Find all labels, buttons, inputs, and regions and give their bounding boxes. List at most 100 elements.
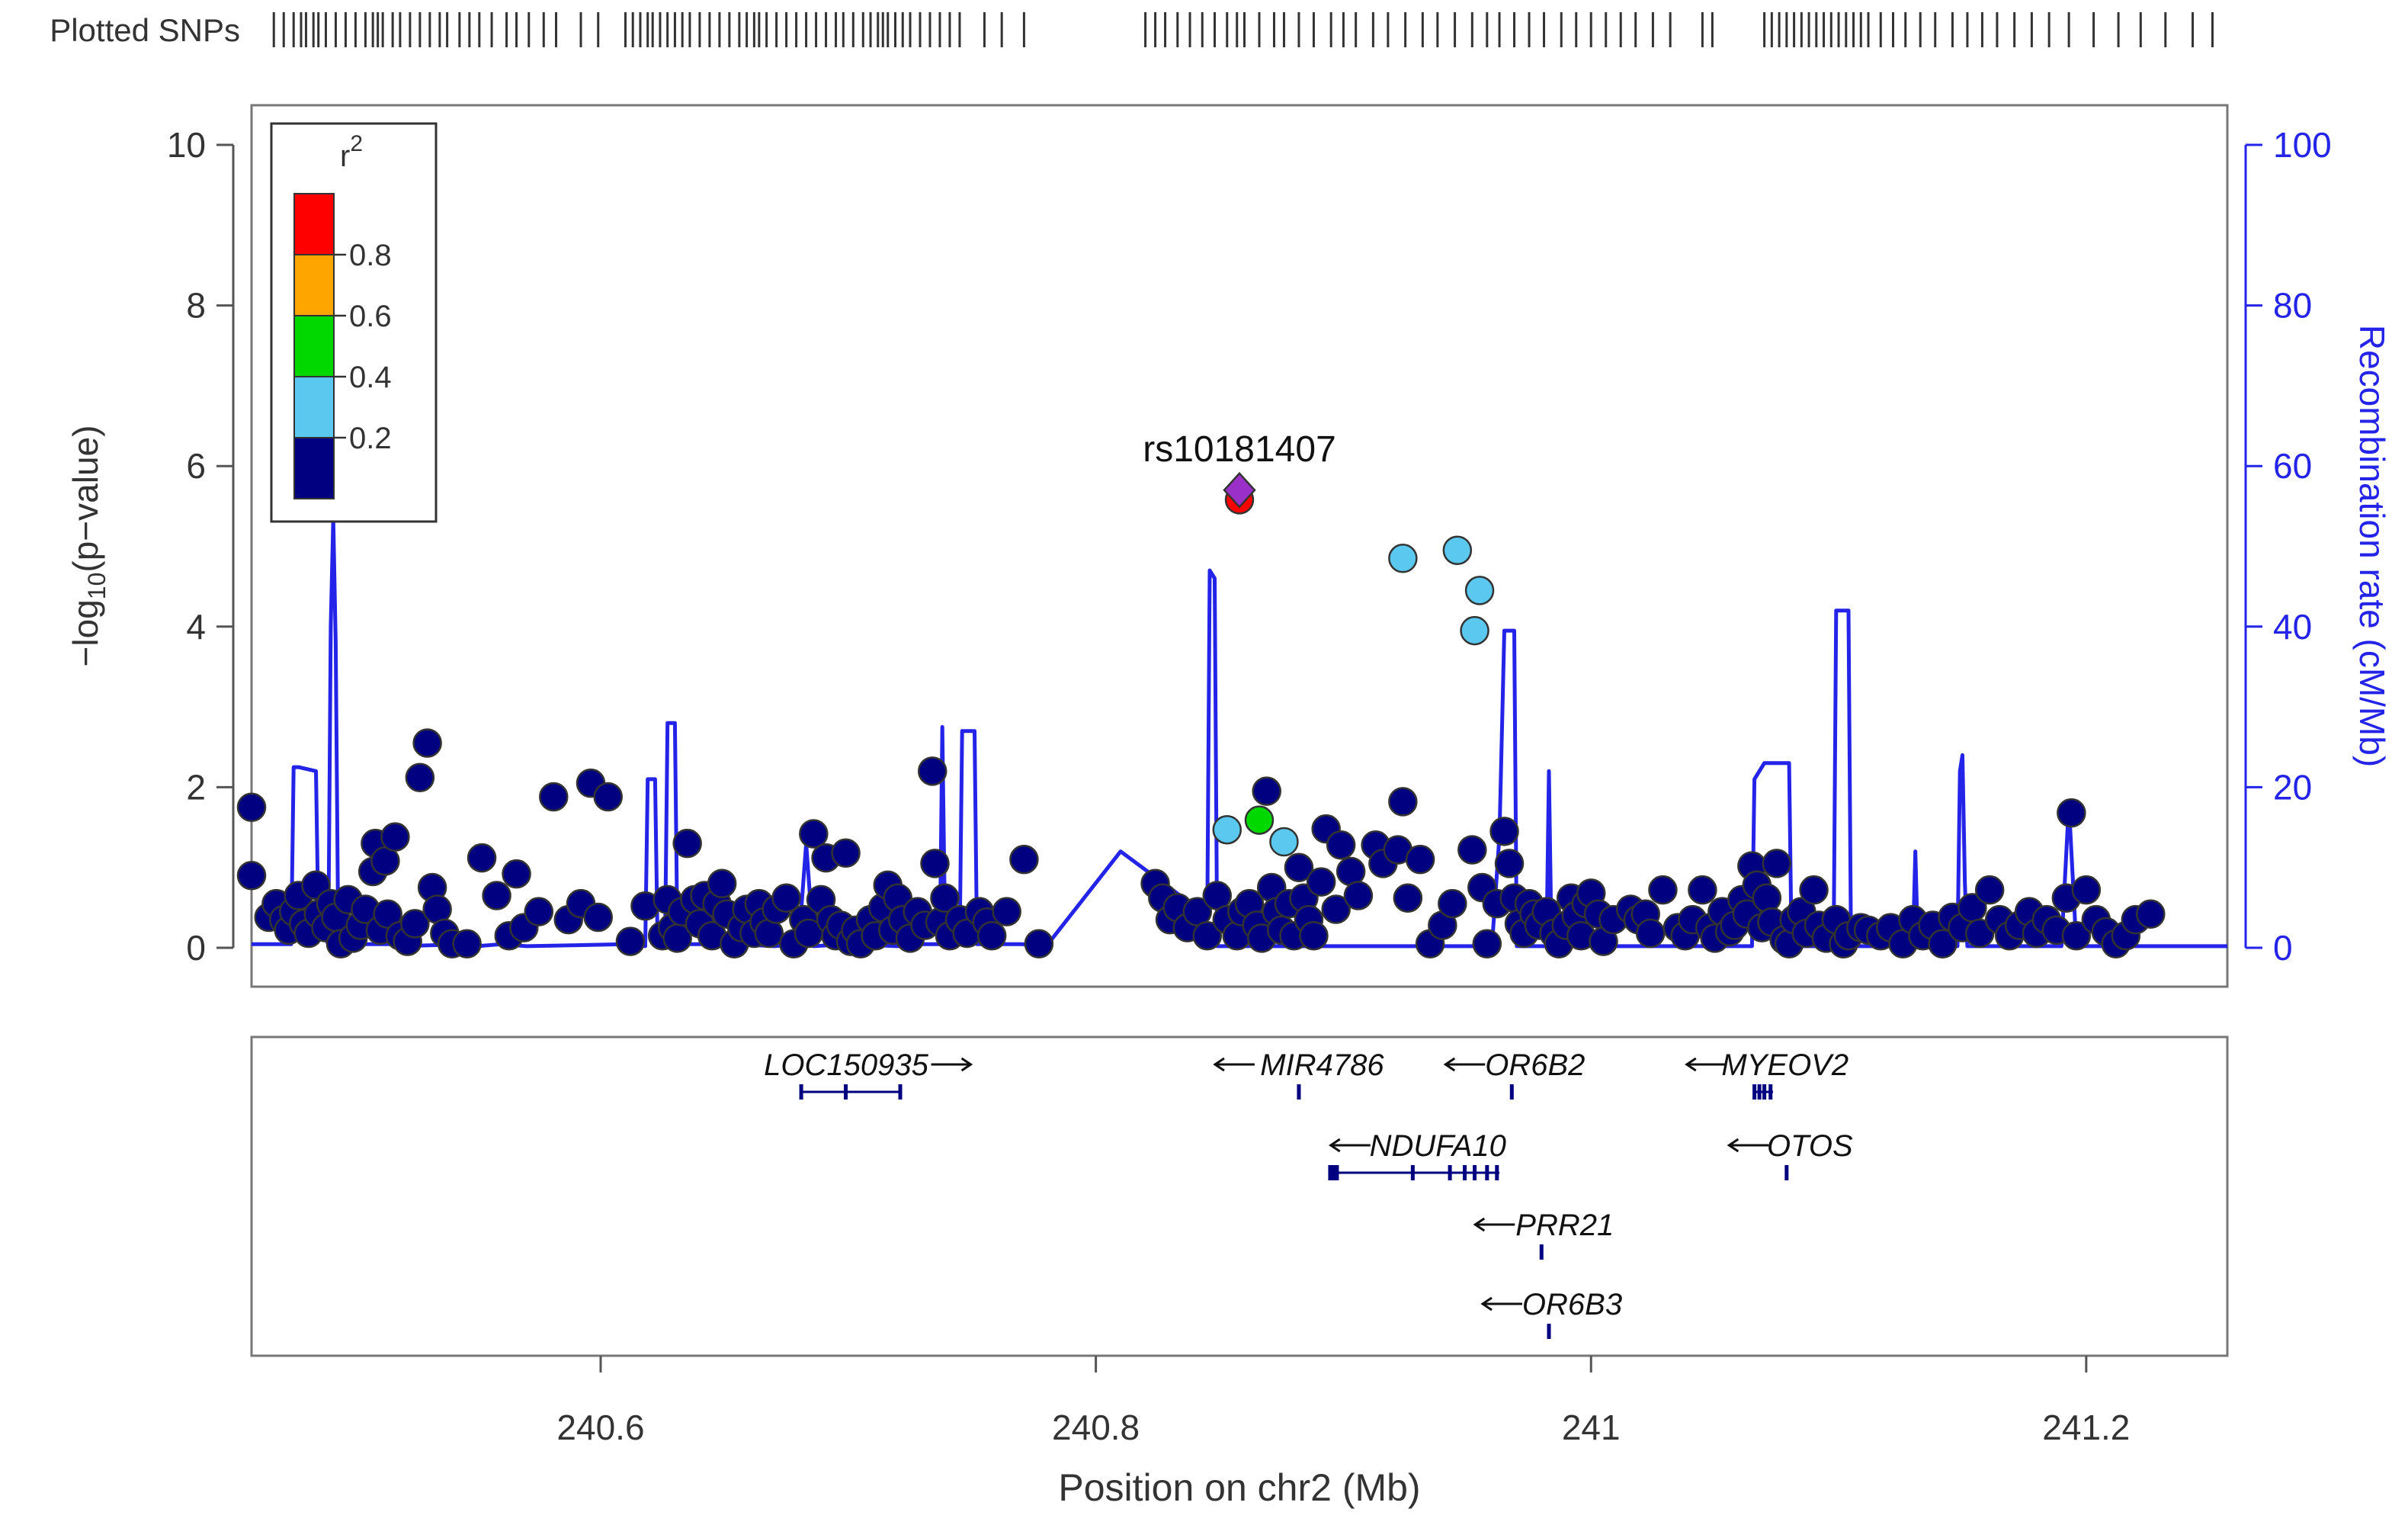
legend: r2 0.8 0.6 0.4 0.2 (270, 122, 438, 523)
snp-point (467, 843, 497, 873)
snp-point (593, 782, 623, 812)
gene-label: MYEOV2 (1721, 1048, 1848, 1082)
gene-exon (1448, 1165, 1452, 1180)
snp-point (236, 860, 267, 891)
y2-tick-label: 40 (2273, 607, 2312, 647)
gene-exon (1757, 1084, 1762, 1100)
snp-point (1635, 918, 1666, 949)
snp-point (1326, 830, 1356, 860)
y-tick-label: 0 (186, 928, 206, 968)
y-tick-label: 4 (186, 607, 206, 647)
snp-point (502, 859, 531, 889)
snp-point (412, 728, 442, 758)
y2-tick-label: 80 (2273, 286, 2312, 326)
y2-tick-label: 100 (2273, 125, 2332, 165)
x-tick-label: 240.6 (556, 1408, 644, 1447)
gene-exon (1784, 1165, 1789, 1180)
gene-exon (844, 1084, 848, 1100)
gene-exon (1334, 1165, 1339, 1180)
gene-exon (1410, 1165, 1415, 1180)
gene-exon (1297, 1084, 1301, 1100)
snp-point (1284, 852, 1314, 882)
lead-snp-marker (1223, 471, 1256, 509)
snp-point (1306, 867, 1336, 897)
snp-point (1928, 929, 1958, 958)
legend-tick-label: 0.2 (349, 422, 392, 455)
snp-point-ld (1464, 576, 1495, 605)
snp-point (1388, 787, 1418, 817)
snp-point (1489, 817, 1519, 846)
snp-point (400, 909, 430, 939)
gene-exon (1762, 1084, 1767, 1100)
snp-point (452, 929, 482, 958)
gene-label: PRR21 (1515, 1209, 1614, 1242)
snp-point-ld (1388, 544, 1418, 573)
y-tick-label: 8 (186, 286, 206, 326)
snp-point (1393, 883, 1423, 913)
y-axis-label-sub: 10 (83, 573, 111, 600)
snp-point (1799, 875, 1829, 905)
snp-point (524, 897, 554, 926)
snp-point (2061, 920, 2092, 951)
snp-point (917, 756, 947, 786)
snp-point (1648, 875, 1678, 905)
snp-point-ld (1442, 535, 1473, 566)
legend-tick-label: 0.8 (349, 239, 392, 272)
snp-point (1192, 920, 1223, 951)
gene-direction-arrowhead (1480, 1296, 1493, 1312)
gene-label: MIR4786 (1260, 1048, 1384, 1082)
snp-point (539, 782, 569, 812)
snp-point (380, 822, 410, 852)
snp-point (615, 926, 646, 956)
snp-point-ld (1460, 615, 1489, 646)
snp-point (405, 762, 435, 793)
gene-exon (1539, 1244, 1544, 1260)
snp-point (1252, 776, 1281, 806)
snp-point (1494, 849, 1525, 878)
snp-point (1762, 849, 1792, 878)
legend-swatch (293, 437, 335, 499)
gene-direction-arrowhead (960, 1057, 973, 1072)
snp-point (1343, 881, 1374, 910)
y-axis-label-pre: −log (66, 599, 105, 666)
snp-point (1405, 844, 1435, 875)
snp-point (1438, 888, 1467, 919)
snp-point (992, 897, 1021, 926)
gene-panel: LOC150935 MIR4786 OR6B2 MYEOV2 NDUFA10 OTOS PR… (250, 1035, 2229, 1357)
legend-tick-label: 0.6 (349, 300, 392, 333)
x-axis-label: Position on chr2 (Mb) (1058, 1466, 1420, 1509)
gene-exon (1752, 1084, 1757, 1100)
gene-exon (1495, 1165, 1499, 1180)
gene-exon (1463, 1165, 1467, 1180)
snp-point (1752, 883, 1782, 913)
gene-exon (799, 1084, 803, 1100)
snp-point (799, 819, 829, 849)
gene-direction-arrowhead (1213, 1057, 1225, 1072)
y2-tick-label: 60 (2273, 446, 2312, 486)
y2-tick-label: 0 (2273, 928, 2293, 968)
snp-point (771, 883, 801, 913)
gene-direction-arrowhead (1727, 1138, 1739, 1153)
gene-direction-arrowhead (1443, 1057, 1456, 1072)
gene-exon (1473, 1165, 1477, 1180)
gene-exon (898, 1084, 903, 1100)
snp-point (583, 902, 613, 933)
snp-point (2057, 798, 2086, 828)
snp-point (482, 881, 511, 910)
x-tick-label: 241.2 (2042, 1408, 2130, 1447)
gene-exon (1485, 1165, 1489, 1180)
snp-point-ld (1244, 805, 1275, 835)
snp-point (1974, 875, 2005, 905)
legend-swatch (293, 315, 335, 377)
snp-point (920, 849, 950, 878)
y2-axis-label: Recombination rate (cM/Mb) (2352, 325, 2392, 767)
gene-exon (1547, 1324, 1551, 1339)
snp-point (831, 838, 861, 868)
gene-exon (1768, 1084, 1773, 1100)
snp-point (930, 883, 960, 913)
y-tick-label: 6 (186, 446, 206, 486)
snp-point (2136, 899, 2166, 929)
gene-direction-arrowhead (1685, 1057, 1697, 1072)
legend-swatch (293, 193, 335, 255)
